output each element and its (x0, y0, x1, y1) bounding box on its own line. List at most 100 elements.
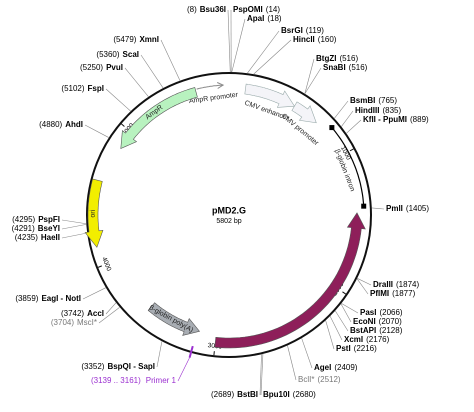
site-name: PspOMI (233, 5, 263, 14)
site-connector (334, 310, 349, 332)
site-label: BtgZI (516) (316, 54, 358, 63)
site-position: (1405) (406, 204, 429, 213)
site-name: HincII (293, 35, 315, 44)
site-label: (3742) AccI (61, 309, 104, 318)
site-connector (124, 67, 149, 97)
site-position: (4291) (12, 224, 35, 233)
site-label: ApaI (18) (247, 14, 282, 23)
site-position: (2066) (379, 308, 402, 317)
site-label: EcoNI (2070) (353, 317, 402, 326)
site-label: HindIII (835) (355, 106, 401, 115)
site-connector (301, 338, 313, 369)
site-position: (14) (266, 5, 281, 14)
site-position: (18) (267, 14, 282, 23)
site-label: (4295) PspFI (12, 215, 60, 224)
site-connector (105, 88, 131, 112)
site-position: (2070) (379, 317, 402, 326)
site-connector (259, 354, 262, 396)
site-name: PvuI (106, 63, 123, 72)
site-label: BsrGI (119) (281, 26, 324, 35)
site-position: (4880) (39, 120, 62, 129)
site-name: HindIII (355, 106, 379, 115)
feature-line (196, 84, 224, 90)
site-name: BtgZI (316, 54, 336, 63)
site-position: (2216) (354, 344, 377, 353)
site-connector (156, 341, 163, 368)
site-connector (371, 207, 385, 210)
primer-range: (3139 .. 3161) (91, 376, 141, 385)
site-name: MscI* (77, 318, 97, 327)
site-label: (4291) BseYI (12, 224, 60, 233)
site-name: HaeII (41, 233, 60, 242)
feature-arrow (84, 178, 104, 248)
site-connector (105, 302, 117, 315)
feature-label: ori (90, 209, 97, 217)
site-label: DraIII (1874) (373, 280, 419, 289)
site-connector (231, 18, 246, 73)
site-connector (340, 303, 352, 323)
site-connector (341, 303, 359, 314)
site-position: (3352) (81, 362, 104, 371)
site-label: Bpu10I (2680) (263, 390, 316, 399)
site-connector (287, 345, 297, 381)
site-position: (3859) (15, 294, 38, 303)
backbone (86, 72, 372, 358)
site-label: AgeI (2409) (314, 363, 358, 372)
site-connector (329, 316, 343, 341)
site-name: PspFI (38, 215, 60, 224)
site-position: (2176) (366, 335, 389, 344)
primer-mark (188, 345, 194, 358)
site-name: DraIII (373, 280, 393, 289)
site-position: (4235) (15, 233, 38, 242)
site-label: PspOMI (14) (233, 5, 280, 14)
site-connector (247, 30, 280, 74)
site-connector (160, 39, 181, 81)
site-position: (765) (378, 96, 397, 105)
site-position: (3704) (51, 318, 74, 327)
site-connector (82, 287, 106, 300)
site-position: (2409) (334, 363, 357, 372)
primer-connector (177, 357, 190, 382)
tick-mark (97, 265, 102, 268)
site-label: BstAPI (2128) (350, 326, 403, 335)
site-label: (5102) FspI (61, 84, 104, 93)
primer-name: Primer 1 (146, 376, 177, 385)
site-name: PasI (360, 308, 376, 317)
site-label: (4235) HaeII (15, 233, 60, 242)
site-position: (889) (410, 115, 429, 124)
feature-arrow (147, 302, 201, 336)
site-label: KflI - PpuMI (889) (363, 115, 429, 124)
site-position: (2680) (293, 390, 316, 399)
site-label: BclI* (2512) (298, 375, 341, 384)
site-label: BsmBI (765) (350, 96, 397, 105)
site-connector (346, 119, 362, 134)
site-name: ScaI (123, 50, 139, 59)
site-position: (5250) (80, 63, 103, 72)
site-name: FspI (88, 84, 104, 93)
site-connector (341, 110, 354, 127)
tick-mark (349, 148, 354, 152)
site-connector (334, 100, 349, 119)
feature-marker (361, 203, 367, 209)
site-connector (325, 320, 335, 350)
site-name: BstBI (237, 390, 258, 399)
site-position: (4295) (12, 215, 35, 224)
site-label: PstI (2216) (336, 344, 377, 353)
site-name: PmlI (386, 204, 403, 213)
site-name: AccI (87, 309, 104, 318)
site-position: (1874) (396, 280, 419, 289)
site-label: (4880) AhdI (39, 120, 83, 129)
site-label: (2689) BstBI (211, 390, 258, 399)
tick-mark (342, 291, 347, 295)
site-name: BspQI - SapI (107, 362, 155, 371)
site-name: ApaI (247, 14, 264, 23)
site-label: HincII (160) (293, 35, 337, 44)
site-position: (119) (306, 26, 324, 35)
site-label: (5479) XmnI (113, 35, 159, 44)
site-position: (2128) (379, 326, 402, 335)
site-connector (356, 278, 369, 295)
feature-marker (329, 125, 335, 131)
site-position: (5479) (113, 35, 136, 44)
site-position: (3742) (61, 309, 84, 318)
